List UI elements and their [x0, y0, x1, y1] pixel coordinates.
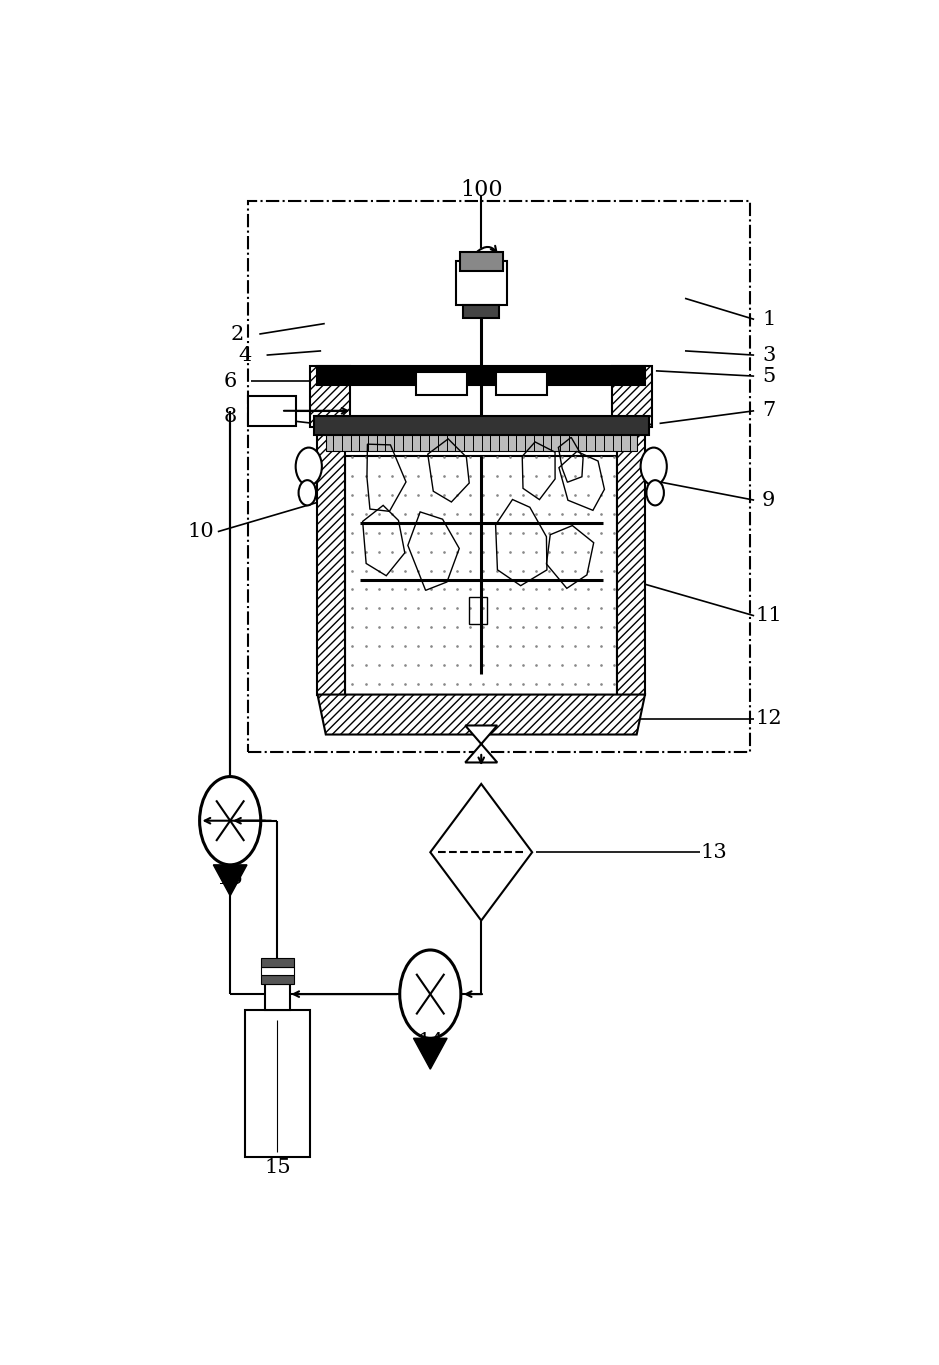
- Circle shape: [646, 480, 664, 505]
- Circle shape: [400, 950, 461, 1039]
- Text: 1: 1: [762, 310, 776, 329]
- Text: 100: 100: [460, 179, 502, 201]
- Text: 5: 5: [762, 367, 776, 385]
- Circle shape: [200, 777, 261, 865]
- Text: 11: 11: [755, 606, 782, 625]
- Text: 13: 13: [700, 842, 728, 861]
- Bar: [346, 456, 617, 695]
- Bar: [326, 435, 637, 450]
- Circle shape: [640, 448, 667, 486]
- Text: 4: 4: [239, 345, 252, 364]
- Text: 9: 9: [762, 490, 776, 509]
- Circle shape: [296, 448, 322, 486]
- Circle shape: [299, 480, 316, 505]
- Text: 16: 16: [217, 870, 243, 889]
- Bar: [249, 396, 296, 426]
- Bar: [261, 966, 294, 975]
- Bar: [469, 598, 486, 624]
- Bar: [251, 1089, 304, 1152]
- Bar: [612, 366, 653, 426]
- Polygon shape: [465, 725, 498, 744]
- Polygon shape: [413, 1039, 447, 1069]
- Bar: [459, 253, 503, 272]
- Text: 3: 3: [762, 345, 776, 364]
- Text: 15: 15: [264, 1158, 291, 1177]
- Bar: [455, 261, 507, 306]
- Bar: [265, 984, 290, 1010]
- Bar: [261, 975, 294, 984]
- Text: 10: 10: [188, 523, 214, 541]
- Text: 2: 2: [231, 325, 244, 344]
- Polygon shape: [213, 865, 247, 895]
- Bar: [310, 366, 350, 426]
- Polygon shape: [430, 784, 532, 920]
- Text: 6: 6: [223, 371, 237, 390]
- Text: 7: 7: [762, 401, 776, 420]
- Polygon shape: [317, 695, 645, 734]
- Text: 8: 8: [223, 407, 237, 426]
- Bar: [496, 371, 546, 394]
- Text: 14: 14: [417, 1032, 443, 1051]
- Bar: [464, 306, 499, 318]
- Polygon shape: [465, 744, 498, 763]
- Bar: [314, 416, 649, 435]
- Bar: [416, 371, 467, 394]
- Bar: [617, 435, 645, 695]
- Bar: [317, 366, 645, 385]
- Bar: [317, 435, 346, 695]
- Bar: [245, 1010, 310, 1158]
- Text: 12: 12: [755, 710, 782, 729]
- Bar: [261, 958, 294, 966]
